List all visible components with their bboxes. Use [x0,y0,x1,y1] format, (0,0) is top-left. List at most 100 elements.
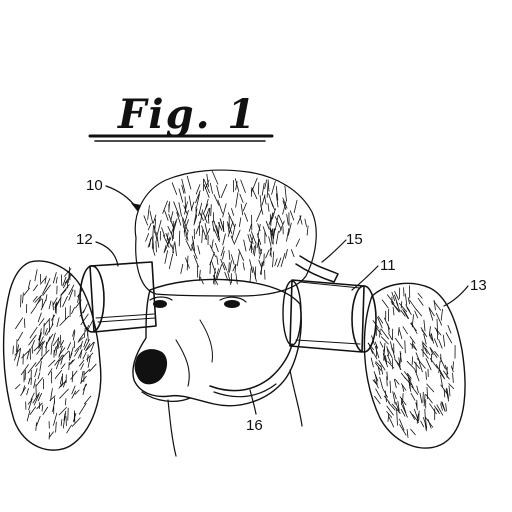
fur-stroke [223,251,225,259]
fur-stroke [21,365,28,375]
fur-stroke [69,360,73,365]
fur-stroke [172,183,177,195]
fur-stroke [418,298,423,305]
fur-stroke [430,359,437,369]
fur-stroke [148,223,151,230]
fur-stroke [27,349,30,359]
fur-stroke [223,234,226,245]
fur-stroke [421,421,424,427]
reference-13: 13 [444,277,487,306]
fur-stroke [290,211,294,220]
fur-stroke [403,394,404,404]
fur-stroke [205,223,207,234]
right-tube [283,280,376,352]
figure-title: Fig. 1 [117,91,257,138]
fur-stroke [453,373,454,382]
fur-stroke [229,250,230,259]
fur-stroke [439,369,444,378]
fur-stroke [393,307,394,315]
fur-stroke [380,377,383,388]
fur-stroke [150,211,153,223]
fur-stroke [60,377,62,385]
fur-stroke [199,270,200,281]
fur-stroke [31,393,34,400]
fur-stroke [249,224,251,231]
fur-stroke [61,364,65,369]
fur-stroke [42,405,43,411]
fur-stroke [395,291,399,300]
fur-stroke [394,393,396,399]
fur-stroke [449,386,450,396]
fur-stroke [380,342,383,348]
fur-stroke [253,246,254,254]
fur-stroke [21,388,26,396]
fur-stroke [57,318,59,327]
fur-stroke [234,230,240,244]
fur-stroke [259,260,262,267]
fur-stroke [185,197,186,212]
fur-stroke [172,232,173,240]
fur-stroke [84,369,90,375]
fur-stroke [441,309,442,320]
fur-stroke [168,226,174,238]
fur-stroke [397,415,398,426]
fur-stroke [30,327,37,338]
fur-stroke [24,319,25,328]
fur-stroke [16,384,21,388]
fur-stroke [49,360,55,366]
fur-stroke [257,234,261,245]
fur-stroke [384,318,389,329]
fur-stroke [175,242,177,256]
fur-stroke [47,324,54,335]
fur-stroke [390,381,391,393]
fur-stroke [29,378,31,384]
fur-stroke [40,362,42,372]
fur-stroke [53,273,56,283]
fur-stroke [60,294,61,307]
fur-stroke [84,396,90,404]
dog-head [133,279,302,456]
fur-stroke [417,386,419,393]
fur-stroke [269,237,271,247]
fur-stroke [13,346,14,354]
fur-stroke [60,316,69,325]
fur-stroke [294,200,297,212]
fur-stroke [426,359,431,370]
right-eye [224,300,240,308]
fur-stroke [230,261,232,273]
fur-stroke [265,196,267,204]
fur-stroke [223,204,226,217]
fur-stroke [34,379,36,388]
fur-stroke [36,423,37,431]
fur-stroke [72,418,80,426]
fur-stroke [232,209,234,216]
fur-stroke [281,253,285,266]
fur-stroke [420,393,422,403]
fur-stroke [388,414,389,422]
fur-stroke [186,241,191,251]
fur-stroke [426,372,427,380]
fur-stroke [212,171,218,184]
fur-stroke [407,361,415,369]
fur-stroke [250,268,251,282]
fur-stroke [81,364,84,370]
fur-stroke [24,288,30,295]
fur-stroke [55,370,61,378]
fur-stroke [46,342,47,352]
fur-stroke [262,195,265,205]
fur-stroke [418,293,422,298]
fur-stroke [231,255,234,265]
fur-stroke [210,262,211,273]
fur-stroke [405,341,406,353]
fur-stroke [262,183,264,195]
fur-stroke [403,327,408,334]
fur-stroke [23,293,24,303]
fur-stroke [415,311,418,318]
fur-stroke [179,231,180,246]
fur-stroke [267,182,268,197]
fur-stroke [174,202,180,217]
fur-stroke [410,411,415,419]
fur-stroke [287,214,289,224]
fur-stroke [16,318,23,329]
